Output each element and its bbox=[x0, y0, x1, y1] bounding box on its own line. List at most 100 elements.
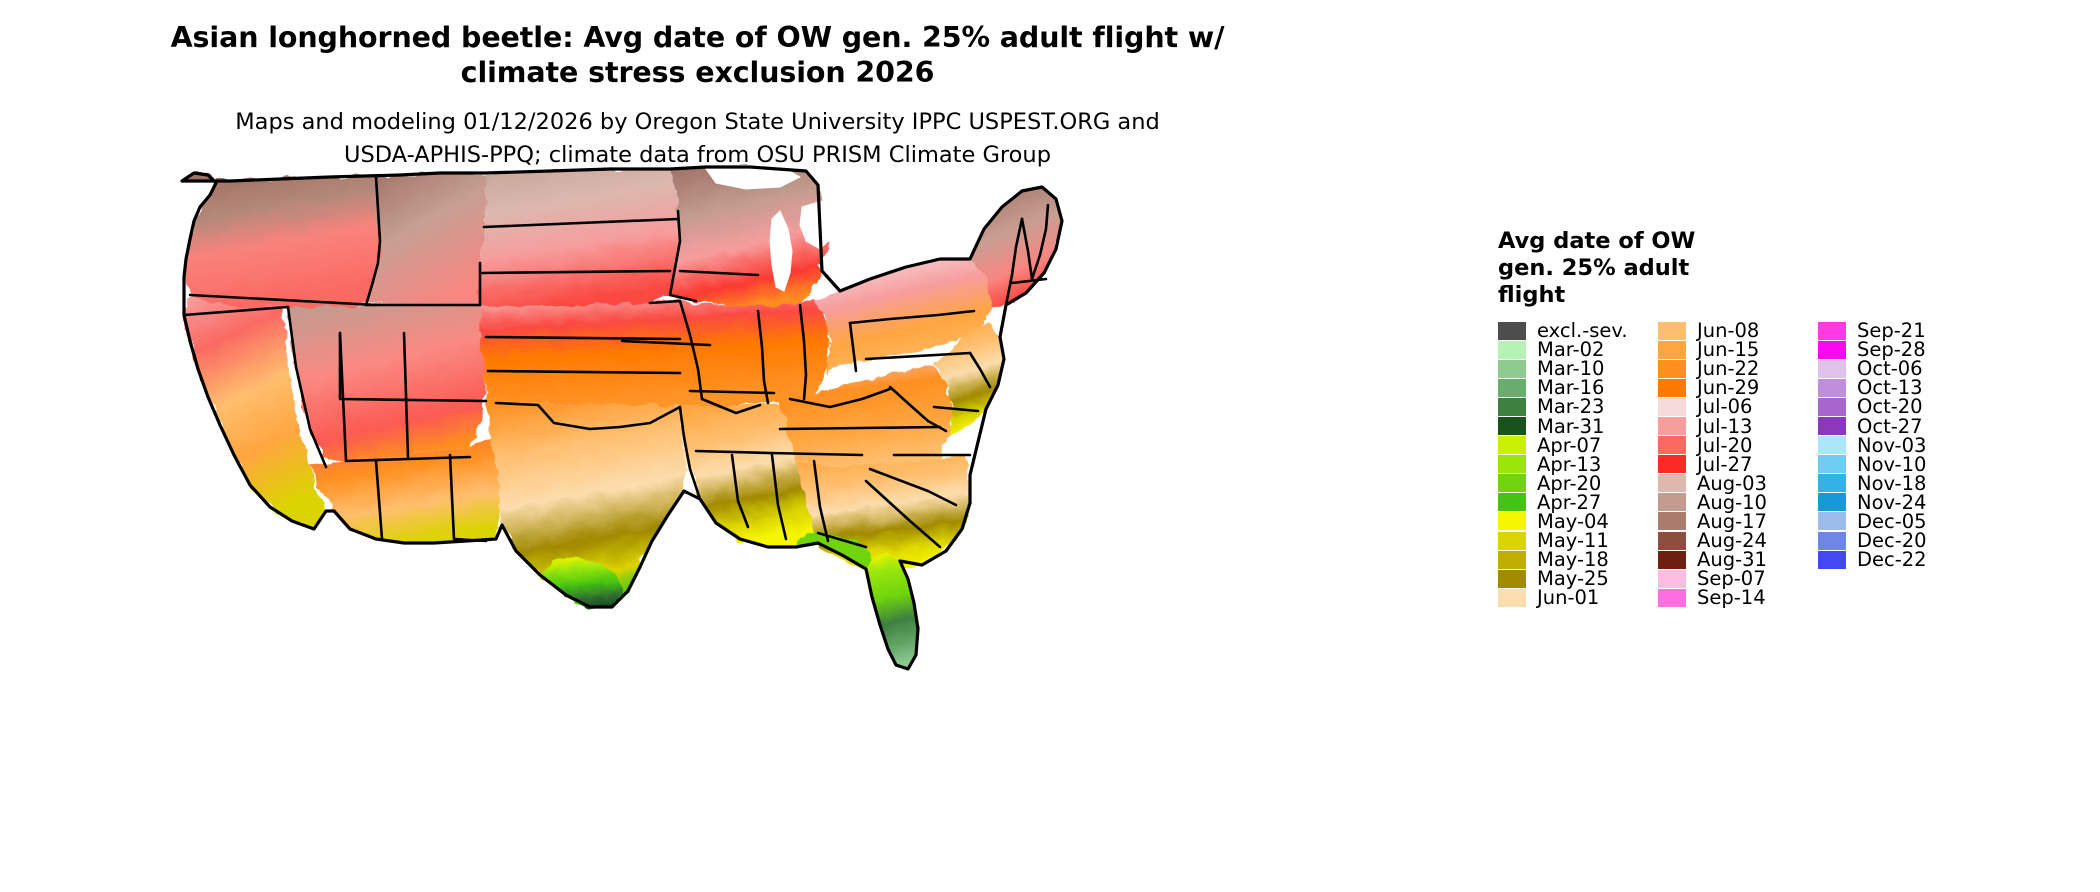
legend-swatch bbox=[1498, 321, 1526, 340]
legend-item: Jun-01 bbox=[1498, 588, 1658, 608]
border-wv-va bbox=[888, 385, 948, 433]
border-ny-pa bbox=[848, 309, 976, 325]
legend-swatch bbox=[1658, 359, 1686, 378]
legend-label: Jun-15 bbox=[1697, 338, 1760, 362]
legend-label: Jul-13 bbox=[1697, 414, 1753, 438]
legend-title: Avg date of OW gen. 25% adult flight bbox=[1498, 228, 1696, 308]
legend-label: Mar-23 bbox=[1537, 395, 1605, 419]
legend-item: Dec-20 bbox=[1818, 531, 1968, 550]
legend-label: Aug-31 bbox=[1697, 548, 1767, 572]
legend-label: Jun-29 bbox=[1697, 376, 1760, 400]
region-south-texas bbox=[540, 557, 624, 609]
legend-label: May-11 bbox=[1537, 529, 1609, 553]
border-ga-fl bbox=[816, 531, 868, 549]
legend-label: excl.-sev. bbox=[1537, 319, 1628, 343]
legend-swatch bbox=[1818, 550, 1846, 569]
legend-swatch bbox=[1658, 474, 1686, 493]
legend-label: Oct-06 bbox=[1857, 357, 1923, 381]
legend-swatch bbox=[1498, 474, 1526, 493]
legend-label: Sep-07 bbox=[1697, 567, 1766, 591]
legend-label: Dec-05 bbox=[1857, 509, 1927, 533]
region-corn-belt bbox=[480, 301, 830, 405]
legend-label: Oct-27 bbox=[1857, 414, 1923, 438]
border-nm-tx bbox=[448, 453, 488, 543]
border-ks-ok bbox=[486, 369, 682, 375]
legend-item: May-18 bbox=[1498, 550, 1658, 569]
legend-column-1: excl.-sev. Mar-02 Mar-10 Mar-16 Mar-23 Mar-31… bbox=[1498, 319, 1658, 608]
legend-label: Aug-17 bbox=[1697, 509, 1767, 533]
legend-label: Dec-22 bbox=[1857, 548, 1927, 572]
legend-item: Apr-13 bbox=[1498, 452, 1658, 476]
map-container bbox=[150, 155, 1150, 675]
legend-item: May-25 bbox=[1498, 569, 1658, 589]
region-florida bbox=[866, 553, 918, 669]
legend-swatch bbox=[1818, 359, 1846, 378]
page-title: Asian longhorned beetle: Avg date of OW … bbox=[0, 20, 1395, 90]
border-nv-ut bbox=[338, 331, 348, 463]
legend-item: Aug-17 bbox=[1658, 512, 1818, 531]
region-pacific-northwest bbox=[182, 173, 380, 307]
legend-swatch bbox=[1498, 378, 1526, 397]
legend-label: Sep-28 bbox=[1857, 338, 1926, 362]
lake-michigan bbox=[769, 210, 793, 292]
legend-item: Jul-06 bbox=[1658, 395, 1818, 419]
border-ma-ct bbox=[1010, 277, 1048, 285]
legend-swatch bbox=[1658, 378, 1686, 397]
legend-label: Jul-20 bbox=[1697, 433, 1753, 457]
legend-swatch bbox=[1818, 378, 1846, 397]
legend: Avg date of OW gen. 25% adult flight exc… bbox=[1498, 228, 1978, 610]
legend-item: Nov-10 bbox=[1818, 454, 1968, 474]
legend-swatch bbox=[1818, 417, 1846, 436]
legend-label: Mar-10 bbox=[1537, 357, 1605, 381]
legend-item: May-11 bbox=[1498, 531, 1658, 550]
legend-label: Apr-07 bbox=[1537, 433, 1602, 457]
legend-item: Jun-29 bbox=[1658, 376, 1818, 400]
border-sd-ne bbox=[480, 269, 672, 275]
legend-label: Jul-06 bbox=[1697, 395, 1753, 419]
border-in-oh bbox=[798, 303, 808, 401]
legend-item: Sep-07 bbox=[1658, 567, 1818, 591]
lake-ontario bbox=[885, 240, 931, 258]
legend-label: Apr-13 bbox=[1537, 452, 1602, 476]
legend-item: Mar-31 bbox=[1498, 416, 1658, 436]
legend-swatch bbox=[1498, 397, 1526, 416]
legend-swatch bbox=[1498, 436, 1526, 455]
legend-label: Oct-13 bbox=[1857, 376, 1923, 400]
legend-item: Mar-02 bbox=[1498, 340, 1658, 359]
legend-swatch bbox=[1658, 569, 1686, 588]
national-outline bbox=[180, 165, 1064, 671]
page-subtitle-line2: USDA-APHIS-PPQ; climate data from OSU PR… bbox=[344, 142, 1051, 168]
border-or-ca bbox=[182, 305, 290, 317]
border-la-ms bbox=[730, 453, 750, 529]
border-nh-me bbox=[1030, 203, 1050, 281]
legend-swatch bbox=[1498, 512, 1526, 531]
legend-label: Aug-03 bbox=[1697, 471, 1767, 495]
legend-item: Apr-27 bbox=[1498, 493, 1658, 512]
border-mn-wi bbox=[668, 209, 698, 303]
legend-item: Dec-05 bbox=[1818, 512, 1968, 531]
legend-swatch bbox=[1658, 531, 1686, 550]
great-lakes bbox=[705, 164, 931, 292]
legend-item: Jul-20 bbox=[1658, 433, 1818, 457]
border-wa-or bbox=[188, 293, 378, 307]
border-id-mt bbox=[364, 175, 382, 307]
legend-label: Jun-08 bbox=[1697, 319, 1760, 343]
legend-label: Nov-03 bbox=[1857, 433, 1927, 457]
legend-column-2: Jun-08 Jun-15 Jun-22 Jun-29 Jul-06 Jul-13 Jul-… bbox=[1658, 319, 1818, 610]
legend-swatch bbox=[1498, 417, 1526, 436]
legend-swatch bbox=[1818, 493, 1846, 512]
legend-label: Apr-27 bbox=[1537, 490, 1602, 514]
legend-item: Sep-14 bbox=[1658, 586, 1818, 610]
border-mo-ar bbox=[688, 389, 776, 395]
legend-item: Nov-24 bbox=[1818, 493, 1968, 512]
border-ky-oh bbox=[788, 387, 892, 409]
page-title-line1: Asian longhorned beetle: Avg date of OW … bbox=[170, 21, 1225, 54]
region-northern-rockies bbox=[366, 173, 486, 305]
legend-column-3: Sep-21 Sep-28 Oct-06 Oct-13 Oct-20 Oct-27 Nov-… bbox=[1818, 321, 1968, 569]
legend-label: May-18 bbox=[1537, 548, 1609, 572]
border-ne-ks bbox=[484, 335, 682, 341]
legend-label: Mar-02 bbox=[1537, 338, 1605, 362]
legend-label: Sep-14 bbox=[1697, 586, 1766, 610]
border-az-nm bbox=[374, 459, 384, 541]
